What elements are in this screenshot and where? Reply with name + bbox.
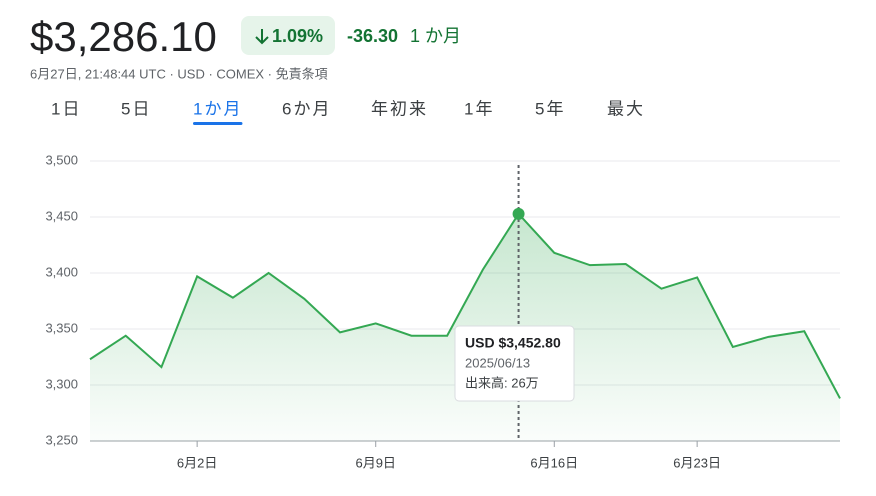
tooltip-date: 2025/06/13 [465,355,530,370]
tab[interactable]: 1年 [464,99,494,118]
hover-point [512,207,525,220]
plot: 3,250 3,300 3,350 3,400 3,450 3,500 6月2日 6月9日 6月… [45,152,841,470]
tooltip [454,325,575,402]
y-tick-label: 3,250 [45,432,78,447]
y-tick-label: 3,450 [45,208,78,223]
tab[interactable]: 6か月 [282,99,331,118]
tab[interactable]: 最大 [607,99,645,118]
tab[interactable]: 5日 [121,99,151,118]
x-tick-label: 6月9日 [355,455,395,470]
y-tick-label: 3,300 [45,376,78,391]
change: -36.30 [347,26,398,46]
line [89,212,841,399]
tooltip-volume: 出来高: 26万 [465,375,539,390]
x-tick-label: 6月23日 [673,455,721,470]
tab-underline [193,122,243,125]
change-percent: 1.09% [272,26,323,46]
x-tick-label: 6月16日 [530,455,578,470]
y-tick-label: 3,350 [45,320,78,335]
change-badge [241,16,335,55]
x-tick-label: 6月2日 [177,455,217,470]
tab[interactable]: 1日 [51,99,81,118]
y-tick-label: 3,400 [45,264,78,279]
tabs: 1日 5日 1か月 6か月 年初来 1年 5年 最大 [51,99,645,125]
tab[interactable]: 1か月 [193,99,242,118]
period: 1 か月 [410,26,461,46]
down-arrow [255,29,269,45]
price: $3,286.10 [30,13,217,60]
tab[interactable]: 年初来 [371,99,428,118]
tooltip-price: USD $3,452.80 [465,335,561,351]
tab[interactable]: 5年 [535,99,565,118]
y-tick-label: 3,500 [45,152,78,167]
subtitle: 6月27日, 21:48:44 UTC · USD · COMEX · 免責条項 [30,66,328,81]
